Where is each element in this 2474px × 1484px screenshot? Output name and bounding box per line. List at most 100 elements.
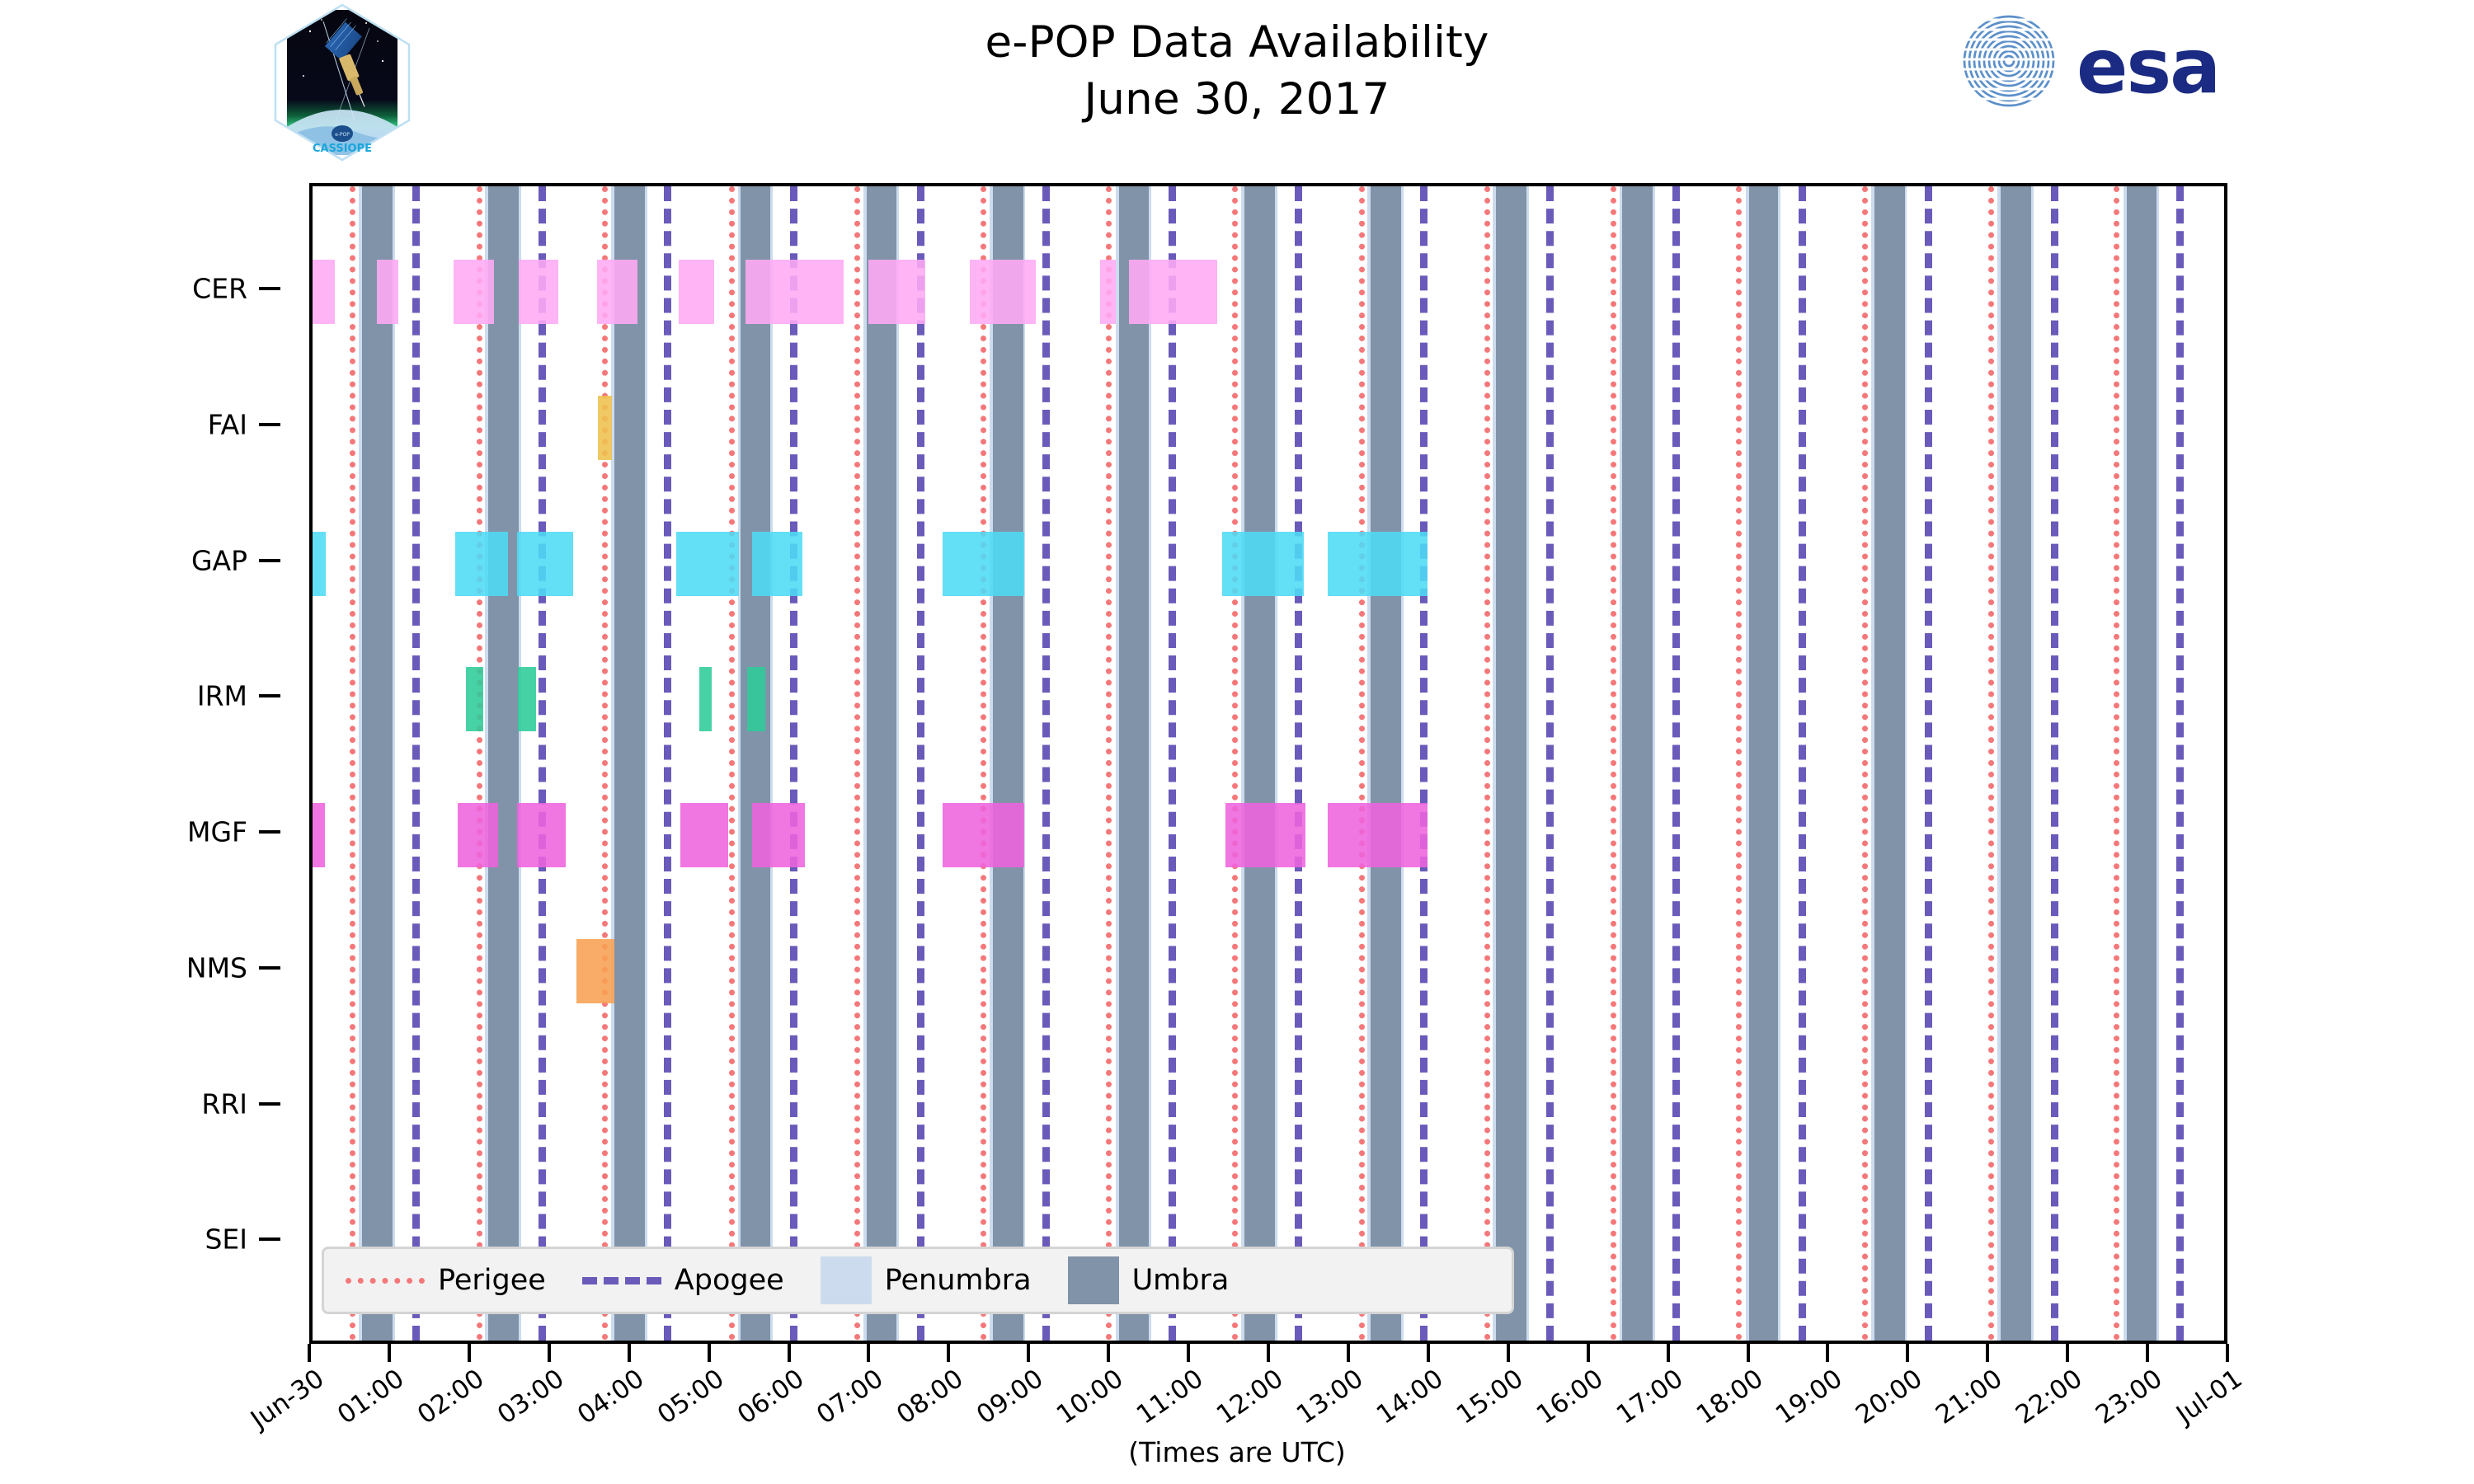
apogee-line bbox=[1294, 186, 1302, 1341]
legend-item-apogee: Apogee bbox=[581, 1264, 784, 1297]
penumbra-band bbox=[1147, 186, 1151, 1341]
apogee-line bbox=[1042, 186, 1050, 1341]
x-tick-label: 19:00 bbox=[1771, 1364, 1849, 1430]
y-tick-mark bbox=[259, 558, 280, 562]
x-tick-mark bbox=[1187, 1344, 1191, 1362]
data-bar-irm bbox=[747, 667, 765, 732]
x-tick-label: 06:00 bbox=[731, 1364, 810, 1430]
perigee-line bbox=[1484, 186, 1490, 1341]
x-tick-mark bbox=[867, 1344, 871, 1362]
data-bar-cer bbox=[678, 260, 715, 325]
data-bar-cer bbox=[1099, 260, 1116, 325]
penumbra-band bbox=[896, 186, 900, 1341]
umbra-band bbox=[2000, 186, 2031, 1341]
x-tick-mark bbox=[387, 1344, 391, 1362]
penumbra-band bbox=[518, 186, 521, 1341]
x-tick-mark bbox=[2226, 1344, 2229, 1362]
apogee-line bbox=[1420, 186, 1428, 1341]
data-bar-irm bbox=[518, 667, 537, 732]
y-tick-mark bbox=[259, 694, 280, 698]
x-tick-label: 22:00 bbox=[2010, 1364, 2088, 1430]
data-bar-mgf bbox=[680, 803, 728, 868]
data-bar-gap bbox=[454, 531, 509, 596]
x-tick-label: 10:00 bbox=[1051, 1364, 1129, 1430]
x-tick-mark bbox=[2146, 1344, 2150, 1362]
umbra-band bbox=[488, 186, 520, 1341]
umbra-band bbox=[1496, 186, 1527, 1341]
y-tick-label-gap: GAP bbox=[190, 544, 247, 577]
perigee-line bbox=[854, 186, 860, 1341]
x-tick-label: 08:00 bbox=[891, 1364, 969, 1430]
umbra-band bbox=[866, 186, 897, 1341]
x-tick-label: 07:00 bbox=[811, 1364, 890, 1430]
y-tick-mark bbox=[259, 423, 280, 427]
data-bar-gap bbox=[1221, 531, 1304, 596]
x-tick-mark bbox=[1346, 1344, 1350, 1362]
esa-agency-logo: esa bbox=[1961, 12, 2324, 110]
penumbra-band bbox=[485, 186, 489, 1341]
penumbra-band bbox=[989, 186, 993, 1341]
x-tick-mark bbox=[1267, 1344, 1270, 1362]
penumbra-band bbox=[1526, 186, 1530, 1341]
x-tick-label: Jul-01 bbox=[2171, 1364, 2248, 1430]
y-axis: CER FAI GAP IRM MGF NMS RRI SEI bbox=[0, 183, 297, 1344]
y-tick-mark bbox=[259, 287, 280, 291]
perigee-line bbox=[1232, 186, 1239, 1341]
x-axis-ticks bbox=[308, 1344, 2229, 1364]
data-bar-cer bbox=[597, 260, 638, 325]
data-bar-mgf bbox=[942, 803, 1024, 868]
penumbra-band bbox=[737, 186, 741, 1341]
x-tick-label: 05:00 bbox=[651, 1364, 730, 1430]
penumbra-band bbox=[1619, 186, 1623, 1341]
penumbra-band bbox=[1652, 186, 1656, 1341]
plot-inner bbox=[313, 186, 2224, 1341]
penumbra-band bbox=[391, 186, 395, 1341]
legend-label-perigee: Perigee bbox=[438, 1264, 546, 1297]
legend-item-penumbra: Penumbra bbox=[820, 1256, 1032, 1304]
data-bar-gap bbox=[313, 531, 327, 596]
y-tick-label-cer: CER bbox=[192, 272, 247, 305]
x-tick-mark bbox=[1107, 1344, 1111, 1362]
x-tick-label: 23:00 bbox=[2090, 1364, 2168, 1430]
data-bar-cer bbox=[969, 260, 1037, 325]
penumbra-band bbox=[2030, 186, 2034, 1341]
penumbra-band bbox=[359, 186, 363, 1341]
x-tick-label: 21:00 bbox=[1931, 1364, 2008, 1430]
x-tick-label: 16:00 bbox=[1531, 1364, 1609, 1430]
x-tick-label: 18:00 bbox=[1691, 1364, 1769, 1430]
penumbra-band bbox=[611, 186, 615, 1341]
penumbra-band bbox=[1903, 186, 1907, 1341]
perigee-line bbox=[1862, 186, 1869, 1341]
data-bar-gap bbox=[675, 531, 739, 596]
apogee-line bbox=[790, 186, 798, 1341]
data-bar-gap bbox=[752, 531, 803, 596]
svg-text:e-POP: e-POP bbox=[335, 132, 350, 138]
x-tick-label: 09:00 bbox=[971, 1364, 1049, 1430]
apogee-line bbox=[2050, 186, 2058, 1341]
x-tick-mark bbox=[467, 1344, 471, 1362]
page-title: e-POP Data Availability June 30, 2017 bbox=[0, 15, 2474, 129]
penumbra-band bbox=[1367, 186, 1371, 1341]
y-tick-label-irm: IRM bbox=[196, 679, 247, 712]
umbra-band bbox=[614, 186, 646, 1341]
penumbra-band bbox=[863, 186, 867, 1341]
y-tick-label-mgf: MGF bbox=[186, 815, 247, 848]
cassiope-logo-wordmark: CASSIOPE bbox=[313, 143, 372, 155]
perigee-line bbox=[1610, 186, 1616, 1341]
penumbra-band bbox=[2124, 186, 2127, 1341]
data-bar-irm bbox=[699, 667, 712, 732]
umbra-band bbox=[1874, 186, 1905, 1341]
data-bar-gap bbox=[517, 531, 573, 596]
perigee-line bbox=[1358, 186, 1365, 1341]
umbra-band bbox=[1622, 186, 1653, 1341]
penumbra-band bbox=[1400, 186, 1404, 1341]
x-tick-label: 11:00 bbox=[1131, 1364, 1209, 1430]
data-bar-fai bbox=[597, 396, 613, 461]
x-tick-label: Jun-30 bbox=[245, 1364, 330, 1435]
x-tick-mark bbox=[1906, 1344, 1910, 1362]
perigee-line bbox=[601, 186, 608, 1341]
legend-label-penumbra: Penumbra bbox=[884, 1264, 1032, 1297]
perigee-line bbox=[1735, 186, 1742, 1341]
apogee-line bbox=[1672, 186, 1681, 1341]
